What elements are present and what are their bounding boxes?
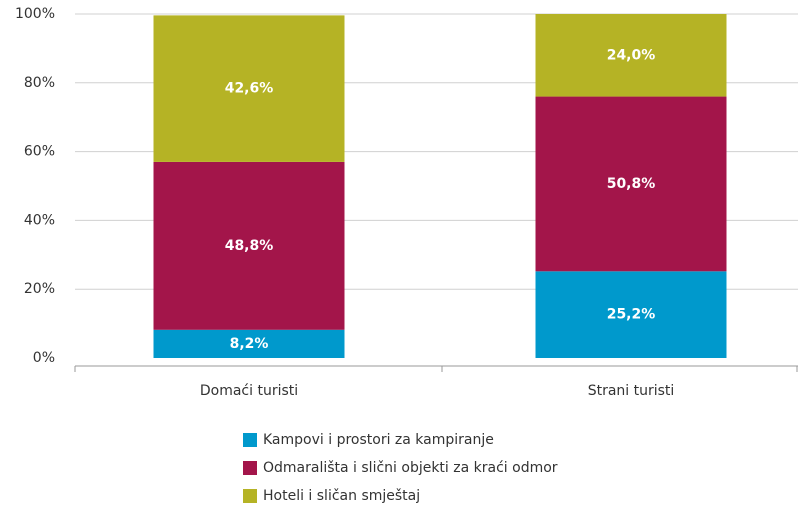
- bar-segment: [535, 14, 727, 97]
- y-tick-label: 40%: [24, 212, 55, 228]
- legend-label: Odmarališta i slični objekti za kraći od…: [263, 460, 558, 476]
- y-tick-label: 80%: [24, 75, 55, 91]
- bar-segment: [153, 329, 345, 358]
- legend-swatch: [243, 433, 257, 447]
- value-label: 8,2%: [230, 336, 269, 352]
- value-label: 24,0%: [607, 47, 656, 63]
- bar-segment: [535, 271, 727, 358]
- value-label: 42,6%: [225, 81, 274, 97]
- legend-label: Hoteli i sličan smještaj: [263, 488, 420, 504]
- y-tick-label: 20%: [24, 281, 55, 297]
- value-label: 25,2%: [607, 307, 656, 323]
- y-tick-label: 100%: [15, 6, 55, 22]
- value-label: 48,8%: [225, 238, 274, 254]
- x-tick-label: Strani turisti: [588, 383, 675, 399]
- bar-segment: [153, 161, 345, 330]
- x-tick-label: Domaći turisti: [200, 383, 298, 399]
- y-tick-label: 60%: [24, 144, 55, 160]
- legend-swatch: [243, 461, 257, 475]
- value-label: 50,8%: [607, 176, 656, 192]
- bar-segment: [153, 15, 345, 162]
- legend-swatch: [243, 489, 257, 503]
- bar-segment: [535, 96, 727, 272]
- legend-label: Kampovi i prostori za kampiranje: [263, 432, 494, 448]
- y-tick-label: 0%: [33, 350, 55, 366]
